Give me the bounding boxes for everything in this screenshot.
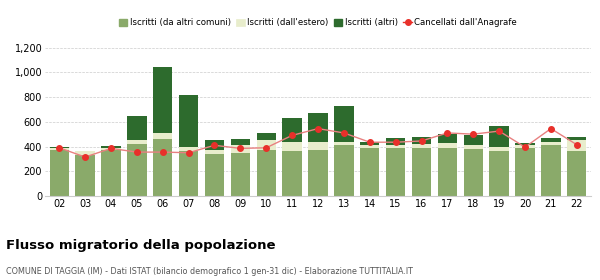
Bar xyxy=(230,145,250,153)
Text: Flusso migratorio della popolazione: Flusso migratorio della popolazione xyxy=(6,239,275,252)
Bar xyxy=(101,146,121,148)
Legend: Iscritti (da altri comuni), Iscritti (dall'estero), Iscritti (altri), Cancellati: Iscritti (da altri comuni), Iscritti (da… xyxy=(115,15,521,31)
Bar xyxy=(50,148,69,150)
Bar xyxy=(76,155,95,196)
Bar xyxy=(127,144,146,196)
Bar xyxy=(412,148,431,196)
Bar xyxy=(205,154,224,196)
Bar xyxy=(153,139,172,196)
Bar xyxy=(230,153,250,196)
Text: COMUNE DI TAGGIA (IM) - Dati ISTAT (bilancio demografico 1 gen-31 dic) - Elabora: COMUNE DI TAGGIA (IM) - Dati ISTAT (bila… xyxy=(6,267,413,276)
Bar xyxy=(283,142,302,151)
Bar xyxy=(179,95,199,147)
Bar xyxy=(386,145,406,148)
Bar xyxy=(127,140,146,144)
Bar xyxy=(541,142,560,145)
Bar xyxy=(412,144,431,148)
Bar xyxy=(283,151,302,196)
Bar xyxy=(464,145,483,149)
Bar xyxy=(257,150,276,196)
Bar xyxy=(257,133,276,140)
Bar xyxy=(567,151,586,196)
Bar xyxy=(334,145,353,196)
Bar xyxy=(153,133,172,139)
Bar xyxy=(50,150,69,196)
Bar xyxy=(490,151,509,196)
Bar xyxy=(179,147,199,151)
Bar xyxy=(541,139,560,142)
Bar xyxy=(179,151,199,196)
Bar xyxy=(515,143,535,145)
Bar xyxy=(437,134,457,143)
Bar xyxy=(567,137,586,140)
Bar xyxy=(334,106,353,142)
Bar xyxy=(360,148,379,196)
Bar xyxy=(308,142,328,150)
Bar xyxy=(360,142,379,145)
Bar xyxy=(205,150,224,154)
Bar xyxy=(515,148,535,196)
Bar xyxy=(360,145,379,148)
Bar xyxy=(490,126,509,146)
Bar xyxy=(490,146,509,151)
Bar xyxy=(386,148,406,196)
Bar xyxy=(334,142,353,145)
Bar xyxy=(127,116,146,140)
Bar xyxy=(464,149,483,196)
Bar xyxy=(257,140,276,150)
Bar xyxy=(541,145,560,196)
Bar xyxy=(515,145,535,148)
Bar xyxy=(101,150,121,196)
Bar xyxy=(308,113,328,142)
Bar xyxy=(567,140,586,151)
Bar xyxy=(464,136,483,145)
Bar xyxy=(153,67,172,133)
Bar xyxy=(437,148,457,196)
Bar xyxy=(205,140,224,150)
Bar xyxy=(230,139,250,145)
Bar xyxy=(101,148,121,150)
Bar xyxy=(412,137,431,144)
Bar xyxy=(437,143,457,148)
Bar xyxy=(308,150,328,196)
Bar xyxy=(283,118,302,142)
Bar xyxy=(50,147,69,148)
Bar xyxy=(386,139,406,145)
Bar xyxy=(76,151,95,155)
